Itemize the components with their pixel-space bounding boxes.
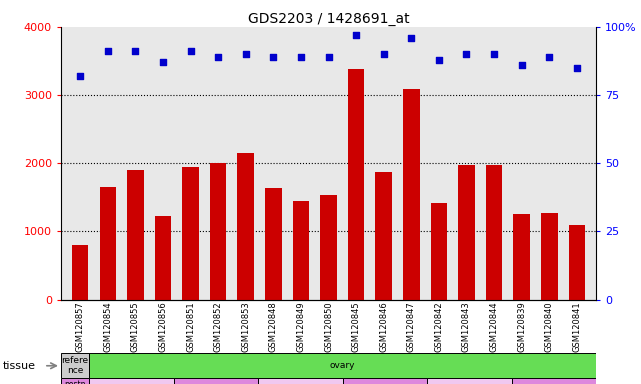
Bar (569, 225, 585, 300)
Title: GDS2203 / 1428691_at: GDS2203 / 1428691_at (247, 12, 410, 26)
Bar (458, 165, 475, 300)
Text: postn
atal
day 0.5: postn atal day 0.5 (61, 380, 89, 384)
Bar (174, 378, 258, 384)
Bar (210, 163, 226, 300)
Bar (293, 201, 309, 300)
Point (185, 48, 196, 55)
Bar (237, 153, 254, 300)
Point (130, 48, 140, 55)
Bar (127, 170, 144, 300)
Point (406, 35, 417, 41)
Point (379, 51, 389, 57)
Point (158, 59, 168, 65)
Point (324, 54, 334, 60)
Bar (403, 89, 420, 300)
Bar (512, 378, 596, 384)
Bar (541, 213, 558, 300)
Bar (154, 216, 171, 300)
Point (240, 51, 251, 57)
Bar (61, 378, 89, 384)
Bar (427, 378, 512, 384)
Bar (72, 245, 88, 300)
Bar (99, 187, 116, 300)
Bar (342, 378, 427, 384)
Point (462, 51, 472, 57)
Text: tissue: tissue (3, 361, 36, 371)
Bar (258, 378, 342, 384)
Point (103, 48, 113, 55)
Point (296, 54, 306, 60)
Point (268, 54, 278, 60)
Point (517, 62, 527, 68)
Point (351, 32, 362, 38)
Bar (486, 165, 503, 300)
Text: refere
nce: refere nce (62, 356, 88, 376)
Bar (376, 172, 392, 300)
Bar (348, 69, 364, 300)
Bar (265, 189, 281, 300)
Point (572, 65, 582, 71)
Bar (431, 203, 447, 300)
Point (544, 54, 554, 60)
Bar (61, 353, 89, 378)
Text: ovary: ovary (330, 361, 355, 370)
Point (75, 73, 85, 79)
Point (489, 51, 499, 57)
Bar (513, 214, 530, 300)
Point (213, 54, 223, 60)
Bar (182, 167, 199, 300)
Bar (320, 195, 337, 300)
Point (434, 56, 444, 63)
Bar (89, 378, 174, 384)
